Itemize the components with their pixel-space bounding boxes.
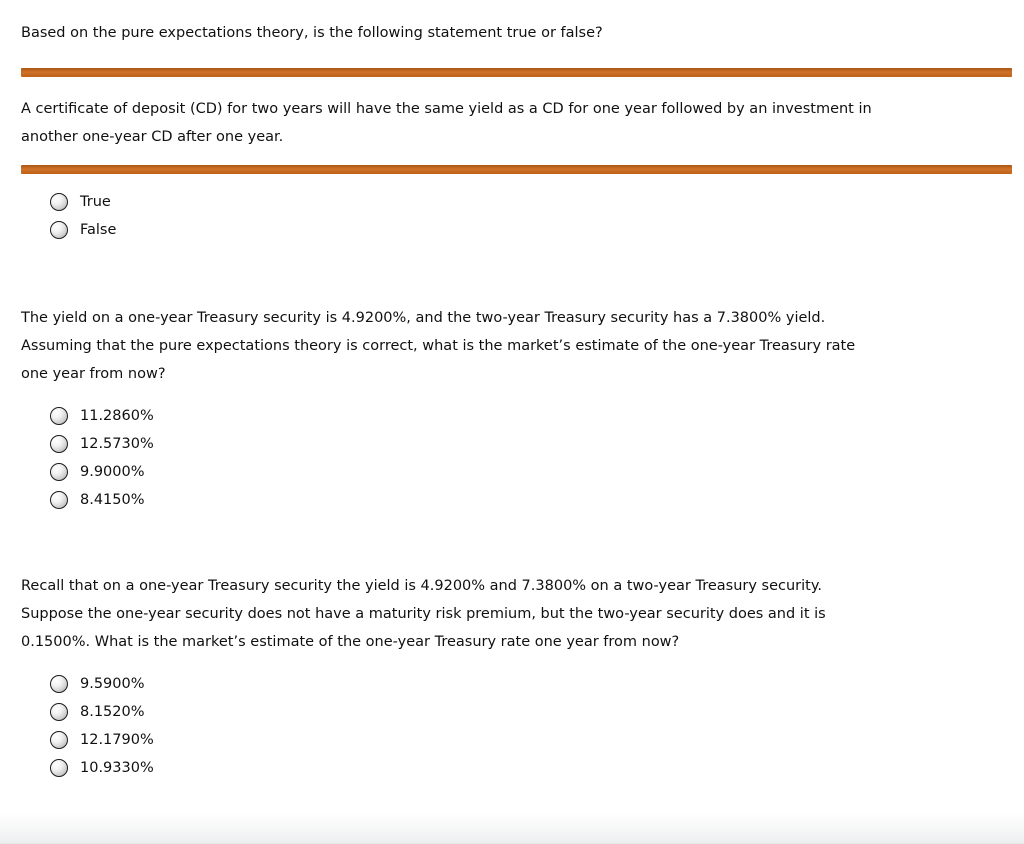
prompt-line: Suppose the one-year security does not h… (21, 606, 826, 622)
orange-divider-top (21, 68, 1012, 77)
question1-options: True False (50, 188, 1012, 244)
statement-line: another one-year CD after one year. (21, 129, 284, 145)
question2-prompt: The yield on a one-year Treasury securit… (21, 304, 1012, 388)
option-row[interactable]: 12.5730% (50, 430, 1012, 458)
option-label[interactable]: False (80, 222, 117, 238)
radio-button[interactable] (50, 435, 68, 453)
orange-divider-bottom (21, 165, 1012, 174)
option-row[interactable]: 8.1520% (50, 698, 1012, 726)
question3-prompt: Recall that on a one-year Treasury secur… (21, 572, 1012, 656)
radio-button[interactable] (50, 407, 68, 425)
option-label[interactable]: 9.9000% (80, 464, 145, 480)
question1-prompt: Based on the pure expectations theory, i… (21, 25, 603, 41)
bottom-fade (0, 812, 1024, 844)
radio-button[interactable] (50, 703, 68, 721)
option-row[interactable]: 9.5900% (50, 670, 1012, 698)
option-row[interactable]: 11.2860% (50, 402, 1012, 430)
option-row-false[interactable]: False (50, 216, 1012, 244)
prompt-line: Recall that on a one-year Treasury secur… (21, 578, 822, 594)
option-row[interactable]: 10.9330% (50, 754, 1012, 782)
option-row[interactable]: 8.4150% (50, 486, 1012, 514)
radio-button[interactable] (50, 731, 68, 749)
question2-options: 11.2860% 12.5730% 9.9000% 8.4150% (50, 402, 1012, 514)
option-row-true[interactable]: True (50, 188, 1012, 216)
option-label[interactable]: 12.1790% (80, 732, 154, 748)
question1-statement: A certificate of deposit (CD) for two ye… (21, 95, 1012, 151)
radio-button[interactable] (50, 463, 68, 481)
radio-button-true[interactable] (50, 193, 68, 211)
option-label[interactable]: 12.5730% (80, 436, 154, 452)
prompt-line: Assuming that the pure expectations theo… (21, 338, 856, 354)
option-row[interactable]: 12.1790% (50, 726, 1012, 754)
radio-button-false[interactable] (50, 221, 68, 239)
option-label[interactable]: 9.5900% (80, 676, 145, 692)
option-label[interactable]: True (80, 194, 111, 210)
radio-button[interactable] (50, 675, 68, 693)
question3-options: 9.5900% 8.1520% 12.1790% 10.9330% (50, 670, 1012, 782)
radio-button[interactable] (50, 759, 68, 777)
option-label[interactable]: 8.4150% (80, 492, 145, 508)
option-label[interactable]: 10.9330% (80, 760, 154, 776)
prompt-line: one year from now? (21, 366, 166, 382)
prompt-line: 0.1500%. What is the market’s estimate o… (21, 634, 680, 650)
radio-button[interactable] (50, 491, 68, 509)
prompt-line: The yield on a one-year Treasury securit… (21, 310, 826, 326)
option-label[interactable]: 8.1520% (80, 704, 145, 720)
statement-line: A certificate of deposit (CD) for two ye… (21, 101, 872, 117)
option-row[interactable]: 9.9000% (50, 458, 1012, 486)
option-label[interactable]: 11.2860% (80, 408, 154, 424)
